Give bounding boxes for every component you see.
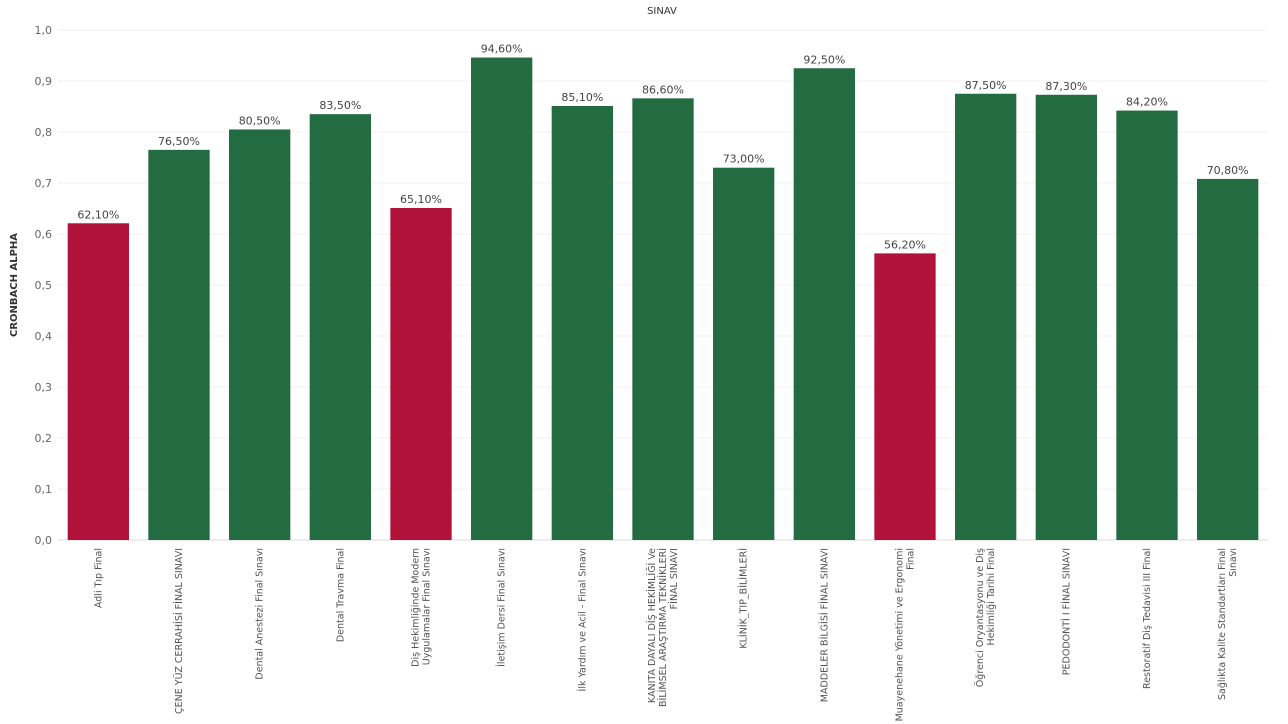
bar [67, 223, 129, 541]
bar [632, 98, 694, 540]
x-tick-label: KANITA DAYALI DİŞ HEKİMLİĞİ Ve BİLİMSEL A… [646, 548, 680, 707]
data-label: 86,60% [642, 83, 684, 96]
x-tick-label-line: BİLİMSEL ARAŞTIRMA TEKNİKLERİ [658, 548, 669, 707]
x-tick-label: Dental Travma Final [335, 548, 346, 642]
y-tick-label: 0,0 [35, 534, 53, 547]
bar [551, 105, 613, 541]
x-tick-label: Muayenehane Yönetimi ve Ergonomi Final [895, 548, 917, 721]
x-tick-label: MADDELER BİLGİSİ FİNAL SINAVI [819, 548, 830, 702]
y-tick-label: 0,3 [35, 381, 53, 394]
bar [713, 167, 775, 540]
y-tick-label: 0,1 [35, 483, 53, 496]
x-tick-label-line: KLİNİK_TIP_BİLİMLERİ [739, 548, 750, 649]
x-tick-label-line: Sınavı [1228, 548, 1239, 577]
data-label: 87,50% [965, 79, 1007, 92]
x-tick-label-line: Öğrenci Oryantasyonu ve Diş [975, 548, 986, 687]
y-tick-label: 0,5 [35, 279, 53, 292]
x-tick-label-line: Muayenehane Yönetimi ve Ergonomi [895, 548, 906, 721]
y-tick-label: 0,4 [35, 330, 53, 343]
x-tick-label-line: Adli Tıp Final [93, 548, 104, 608]
bar [1035, 94, 1097, 541]
x-tick-label-line: FİNAL SINAVI [669, 548, 680, 609]
x-tick-label-line: Restoratif Diş Tedavisi III Final [1142, 548, 1153, 689]
x-tick-label: Öğrenci Oryantasyonu ve Diş Hekimliği Tar… [975, 548, 997, 687]
x-tick-label-line: Sağlıkta Kalite Standartları Final [1217, 548, 1228, 700]
bar [148, 149, 210, 540]
x-tick-label-line: Dental Anestezi Final Sınavı [255, 548, 266, 680]
data-label: 83,50% [319, 99, 361, 112]
bar [309, 114, 371, 541]
y-tick-label: 0,9 [35, 75, 53, 88]
data-labels: 62,10% 76,50% 80,50% 83,50% 65,10% 94,60% 85,1… [77, 43, 1248, 252]
y-axis-label: CRONBACH ALPHA [9, 233, 20, 337]
y-tick-label: 0,2 [35, 432, 53, 445]
x-tick-label-line: İlk Yardım ve Acil - Final Sınavı [577, 548, 588, 691]
data-label: 80,50% [239, 114, 281, 127]
bar [229, 129, 291, 540]
y-tick-label: 0,6 [35, 228, 53, 241]
x-tick-label: Restoratif Diş Tedavisi III Final [1142, 548, 1153, 689]
x-axis-ticks: Adli Tıp Final ÇENE YÜZ CERRAHİSİ FİNAL S… [93, 548, 1239, 722]
data-label: 92,50% [803, 53, 845, 66]
data-label: 62,10% [77, 208, 119, 221]
x-tick-label-line: İletişim Dersi Final Sınavı [497, 548, 508, 667]
chart-title: SINAV [647, 6, 677, 17]
x-tick-label: Dental Anestezi Final Sınavı [255, 548, 266, 680]
data-label: 87,30% [1045, 80, 1087, 93]
bar [955, 93, 1017, 540]
data-label: 85,10% [561, 91, 603, 104]
x-tick-label: Sağlıkta Kalite Standartları Final Sınavı [1217, 548, 1239, 700]
bar [471, 57, 533, 540]
x-tick-label: Diş Hekimliğinde Modern Uygulamalar Final… [411, 548, 433, 667]
y-tick-label: 0,7 [35, 177, 53, 190]
y-tick-label: 1,0 [35, 24, 53, 37]
data-label: 56,20% [884, 238, 926, 251]
x-tick-label-line: Diş Hekimliğinde Modern [411, 548, 422, 667]
x-tick-label-line: Dental Travma Final [335, 548, 346, 642]
bars [67, 57, 1259, 541]
x-tick-label: KLİNİK_TIP_BİLİMLERİ [739, 548, 750, 649]
x-tick-label-line: ÇENE YÜZ CERRAHİSİ FİNAL SINAVI [174, 548, 185, 714]
x-tick-label-line: PEDODONTİ I FİNAL SINAVI [1061, 548, 1072, 675]
x-tick-label-line: Uygulamalar Final Sınavı [422, 548, 433, 665]
data-label: 70,80% [1207, 164, 1249, 177]
bar [874, 253, 936, 540]
x-tick-label-line: Final [906, 548, 917, 570]
data-label: 76,50% [158, 135, 200, 148]
x-tick-label-line: KANITA DAYALI DİŞ HEKİMLİĞİ Ve [646, 548, 658, 703]
x-tick-label: İlk Yardım ve Acil - Final Sınavı [577, 548, 588, 691]
data-label: 73,00% [723, 153, 765, 166]
data-label: 84,20% [1126, 96, 1168, 109]
bar [390, 207, 452, 541]
data-label: 94,60% [481, 43, 523, 56]
x-tick-label: ÇENE YÜZ CERRAHİSİ FİNAL SINAVI [174, 548, 185, 714]
x-tick-label-line: MADDELER BİLGİSİ FİNAL SINAVI [819, 548, 830, 702]
bar [1197, 178, 1259, 541]
x-tick-label: Adli Tıp Final [93, 548, 104, 608]
y-axis-ticks: 0,0 0,1 0,2 0,3 0,4 0,5 0,6 0,7 0,8 0,9 1,0 [35, 24, 53, 547]
data-label: 65,10% [400, 193, 442, 206]
bar [1116, 110, 1178, 540]
x-tick-label-line: Hekimliği Tarihi Final [986, 548, 997, 646]
x-tick-label: İletişim Dersi Final Sınavı [497, 548, 508, 667]
x-tick-label: PEDODONTİ I FİNAL SINAVI [1061, 548, 1072, 675]
bar [793, 68, 855, 540]
y-tick-label: 0,8 [35, 126, 53, 139]
